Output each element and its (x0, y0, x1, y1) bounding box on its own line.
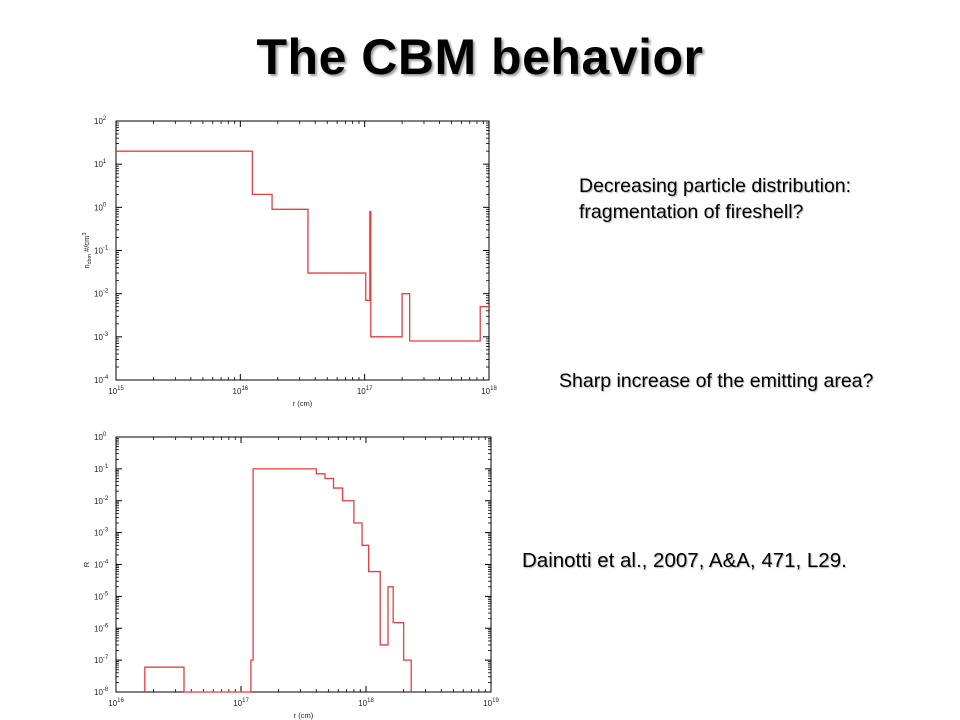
y-tick-label: 10-4 (94, 560, 109, 570)
y-tick-label: 102 (94, 116, 107, 126)
y-tick-label: 10-5 (94, 591, 109, 601)
x-tick-label: 1019 (483, 698, 499, 708)
step-series-line (144, 468, 412, 693)
x-axis-label: r (cm) (294, 711, 314, 720)
y-tick-label: 10-6 (94, 623, 109, 633)
y-tick-label: 10-3 (94, 528, 109, 538)
y-tick-label: 10-7 (94, 655, 109, 665)
reference-citation: Dainotti et al., 2007, A&A, 471, L29. (522, 549, 847, 572)
y-tick-label: 100 (94, 432, 107, 442)
minor-ticks (116, 121, 489, 380)
emitting-area-note: Sharp increase of the emitting area? (559, 370, 874, 392)
y-tick-label: 10-2 (94, 289, 109, 299)
x-tick-label: 1016 (108, 698, 124, 708)
x-tick-label: 1018 (358, 698, 374, 708)
minor-ticks (116, 437, 491, 692)
x-tick-label: 1018 (481, 386, 497, 396)
y-tick-label: 100 (94, 202, 107, 212)
y-tick-label: 101 (94, 159, 107, 169)
x-tick-label: 1017 (233, 698, 249, 708)
y-tick-label: 10-8 (94, 687, 109, 697)
x-tick-label: 1016 (233, 386, 249, 396)
y-tick-label: 10-1 (94, 464, 109, 474)
slide-title: The CBM behavior (256, 29, 704, 85)
y-tick-label: 10-2 (94, 496, 109, 506)
y-axis-label: ncbm #/cm3 (82, 233, 93, 269)
y-tick-label: 10-1 (94, 246, 109, 256)
fragmentation-note: Decreasing particle distribution: fragme… (579, 175, 852, 223)
y-axis-label: R (82, 561, 91, 567)
plot-frame (115, 436, 492, 693)
x-axis-label: r (cm) (293, 399, 313, 408)
x-tick-label: 1017 (357, 386, 373, 396)
x-tick-label: 1015 (108, 386, 124, 396)
step-series-line (116, 150, 489, 342)
y-tick-label: 10-4 (94, 375, 109, 385)
y-tick-label: 10-3 (94, 332, 109, 342)
